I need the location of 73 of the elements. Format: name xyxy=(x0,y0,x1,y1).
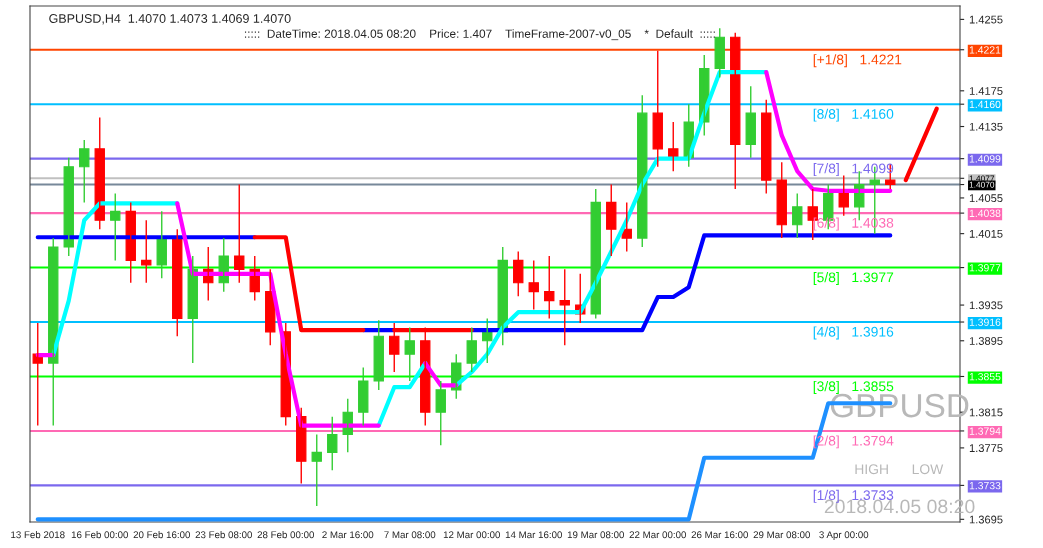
candlestick xyxy=(606,183,617,257)
candlestick xyxy=(776,161,787,239)
text: GBPUSD,H4 1.4070 1.4073 1.4069 1.4070 xyxy=(49,14,291,25)
candlestick xyxy=(311,433,322,507)
x-tick-label: 3 Apr 00:00 xyxy=(819,531,869,541)
y-tick-label: 1.3895 xyxy=(969,337,1003,345)
x-tick-label: 2 Mar 16:00 xyxy=(322,531,374,539)
y-tick-label: 1.3977 xyxy=(969,264,1001,272)
y-tick-label: 1.4055 xyxy=(969,194,1003,203)
y-tick-label: 1.4221 xyxy=(969,46,1001,54)
x-tick-label: 28 Feb 00:00 xyxy=(257,531,315,539)
candlestick xyxy=(466,326,477,373)
candlestick xyxy=(838,174,849,217)
y-tick-label: 1.3935 xyxy=(969,301,1003,310)
candlestick xyxy=(156,210,167,279)
annotation: HIGH xyxy=(855,464,888,475)
candlestick xyxy=(637,94,648,248)
y-tick-label: 1.4070 xyxy=(969,181,995,188)
candlestick xyxy=(404,326,415,382)
ref-line-label: [4/8] 1.3916 xyxy=(813,326,894,340)
y-tick-label: 1.4255 xyxy=(969,15,1003,24)
x-tick-label: 23 Feb 08:00 xyxy=(195,531,253,539)
ref-line-label: [+1/8] 1.4221 xyxy=(813,54,902,68)
candlestick xyxy=(63,157,74,257)
y-tick-label: 1.4077 xyxy=(969,175,995,182)
candlestick xyxy=(358,366,369,427)
y-tick-label: 1.4099 xyxy=(969,155,1001,163)
y-tick-label: 1.3815 xyxy=(969,408,1003,417)
candlestick xyxy=(761,99,772,195)
candlestick xyxy=(730,32,741,190)
candlestick xyxy=(745,85,756,159)
x-tick-label: 12 Mar 00:00 xyxy=(443,531,501,539)
y-tick-label: 1.4015 xyxy=(969,229,1003,238)
x-tick-label: 16 Feb 00:00 xyxy=(71,531,129,539)
candlestick xyxy=(94,116,105,230)
candlestick xyxy=(652,49,663,168)
y-tick-label: 1.3855 xyxy=(969,372,1001,381)
candlestick xyxy=(110,192,121,262)
annotation: LOW xyxy=(912,464,944,475)
x-tick-label: 20 Feb 16:00 xyxy=(133,531,191,539)
y-tick-label: 1.3695 xyxy=(969,515,1003,524)
x-tick-label: 22 Mar 00:00 xyxy=(629,531,687,539)
x-tick-label: 7 Mar 08:00 xyxy=(384,531,436,539)
ref-line-label: [8/8] 1.4160 xyxy=(813,108,894,122)
candlestick xyxy=(513,250,524,297)
y-tick-label: 1.4175 xyxy=(969,87,1003,95)
x-tick-label: 19 Mar 08:00 xyxy=(567,531,625,539)
candlestick xyxy=(141,219,152,284)
y-tick-label: 1.3733 xyxy=(969,481,1001,490)
y-tick-label: 1.3916 xyxy=(969,318,1001,326)
x-tick-label: 29 Mar 08:00 xyxy=(753,531,811,539)
candlestick xyxy=(327,415,338,471)
text: ::::: DateTime: 2018.04.05 08:20 Price: 1.407 TimeFrame-2007-v0_05 * Default ::::: xyxy=(244,29,715,41)
candlestick xyxy=(435,380,446,446)
y-tick-label: 1.3794 xyxy=(969,427,1001,435)
x-tick-label: 13 Feb 2018 xyxy=(11,531,65,539)
candlestick xyxy=(528,259,539,311)
x-tick-label: 26 Mar 16:00 xyxy=(691,531,749,539)
ref-line-label: [3/8] 1.3855 xyxy=(813,380,894,394)
candlestick xyxy=(373,319,384,391)
candlestick xyxy=(79,139,90,204)
candlestick xyxy=(234,183,245,284)
candlestick xyxy=(714,27,725,79)
x-tick-label: 14 Mar 16:00 xyxy=(505,531,563,539)
y-tick-label: 1.4160 xyxy=(969,100,1001,109)
candlestick xyxy=(544,255,555,320)
candlestick xyxy=(792,192,803,239)
y-tick-label: 1.4135 xyxy=(969,122,1003,131)
candlestick xyxy=(172,228,183,338)
ref-line-label: [5/8] 1.3977 xyxy=(813,272,894,285)
y-tick-label: 1.4038 xyxy=(969,209,1001,217)
y-tick-label: 1.3775 xyxy=(969,444,1003,453)
candlestick xyxy=(559,268,570,346)
